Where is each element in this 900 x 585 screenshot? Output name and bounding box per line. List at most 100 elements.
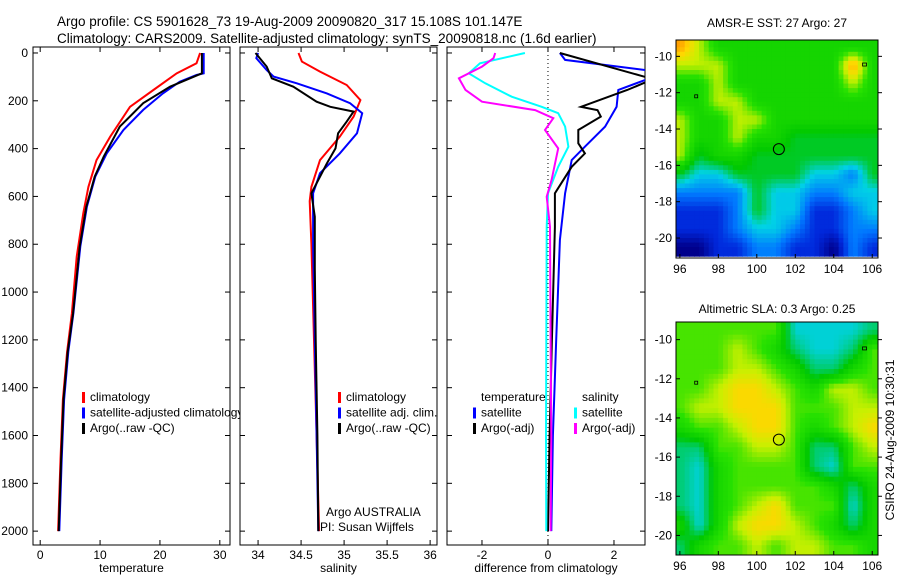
heatmap-cell [703,545,710,551]
heatmap-cell [867,210,873,216]
heatmap-cell [795,466,801,473]
heatmap-cell [679,413,686,419]
heatmap-cell [828,359,835,365]
heatmap-cell [872,388,878,395]
heatmap-cell [689,427,695,434]
heatmap-cell [833,535,840,541]
heatmap-cell [853,422,859,429]
heatmap-cell [867,383,873,390]
heatmap-cell [780,65,787,71]
heatmap-cell [761,97,767,103]
heatmap-cell [737,408,743,414]
y-tick-label: -16 [655,158,673,172]
heatmap-cell [862,359,868,365]
heatmap-cell [718,388,724,395]
heatmap-cell [713,413,719,419]
heatmap-cell [713,156,719,162]
heatmap-cell [756,147,763,153]
heatmap-cell [694,119,700,125]
heatmap-cell [670,364,675,370]
heatmap-cell [756,60,763,66]
heatmap-cell [804,383,811,390]
heatmap-cell [670,325,675,331]
heatmap-cell [809,40,816,44]
heatmap-cell [838,160,844,166]
heatmap-cell [727,83,734,89]
heatmap-cell [795,496,801,502]
heatmap-cell [872,228,878,234]
heatmap-cell [732,442,739,448]
heatmap-cell [814,74,820,80]
heatmap-cell [853,359,859,365]
heatmap-cell [776,242,782,248]
heatmap-cell [747,165,753,171]
heatmap-cell [699,398,705,404]
heatmap-cell [867,197,873,203]
heatmap-cell [752,124,758,130]
heatmap-cell [843,47,849,53]
heatmap-cell [800,151,806,157]
heatmap-cell [679,233,686,239]
heatmap-cell [780,501,787,507]
heatmap-cell [790,138,796,144]
heatmap-cell [766,79,772,85]
heatmap-cell [703,471,710,478]
heatmap-cell [857,349,864,355]
heatmap-cell [838,373,844,380]
heatmap-cell [761,457,767,463]
heatmap-cell [742,106,748,112]
heatmap-cell [795,520,801,527]
heatmap-cell [727,471,734,478]
heatmap-cell [819,215,825,221]
heatmap-cell [703,403,710,409]
heatmap-cell [848,65,854,71]
heatmap-cell [713,417,719,424]
heatmap-cell [742,70,748,76]
heatmap-cell [819,393,825,399]
heatmap-cell [756,535,763,541]
heatmap-cell [689,535,695,541]
heatmap-cell [742,403,748,409]
heatmap-cell [766,491,772,497]
legend-label: satellite-adjusted climatology [90,406,243,420]
heatmap-cell [771,188,777,194]
heatmap-cell [761,530,767,536]
heatmap-cell [862,329,868,336]
heatmap-cell [766,97,772,103]
heatmap-cell [843,160,849,166]
heatmap-cell [761,138,767,144]
heatmap-cell [804,452,811,458]
heatmap-cell [708,339,715,346]
heatmap-cell [843,247,849,253]
heatmap-cell [843,147,849,153]
heatmap-cell [828,403,835,409]
heatmap-cell [819,79,825,85]
heatmap-cell [713,106,719,112]
heatmap-cell [694,242,700,248]
heatmap-cell [694,142,700,148]
heatmap-cell [809,339,816,346]
heatmap-cell [790,47,796,53]
heatmap-cell [838,322,844,326]
heatmap-cell [771,83,777,89]
heatmap-cell [703,393,710,399]
heatmap-cell [756,322,763,326]
heatmap-cell [670,174,675,179]
island-marker [862,346,867,351]
heatmap-cell [771,74,777,80]
heatmap-cell [694,334,700,341]
heatmap-cell [828,378,835,385]
heatmap-cell [708,520,715,527]
heatmap-cell [713,496,719,502]
heatmap-cell [800,383,806,390]
heatmap-cell [727,60,734,66]
heatmap-cell [819,452,825,458]
heatmap-cell [819,110,825,116]
heatmap-cell [684,238,691,244]
heatmap-cell [814,79,820,85]
heatmap-cell [843,393,849,399]
heatmap-cell [703,142,710,148]
heatmap-cell [819,224,825,230]
heatmap-cell [676,138,681,144]
x-tick-label: 36 [423,548,437,562]
